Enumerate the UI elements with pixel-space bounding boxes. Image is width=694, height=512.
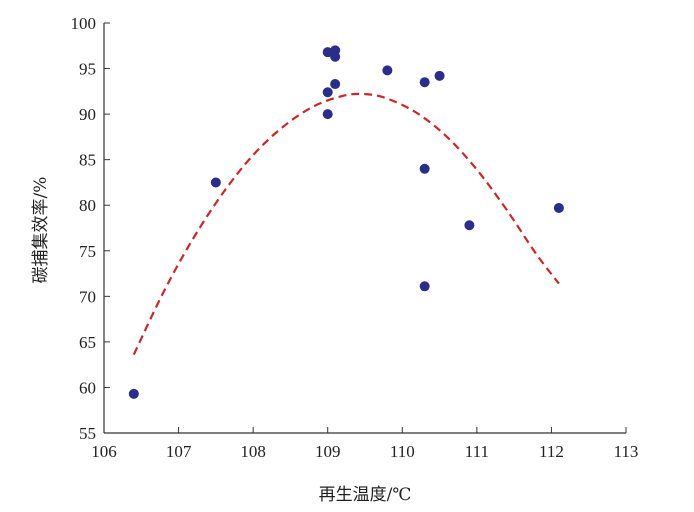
y-tick-label: 65 <box>79 333 96 352</box>
y-tick-label: 70 <box>79 287 96 306</box>
fit-curve-layer <box>132 92 560 356</box>
y-tick-label: 80 <box>79 196 96 215</box>
data-point <box>330 51 341 62</box>
y-axis-title: 碳捕集效率/% <box>31 177 51 284</box>
x-tick-label: 108 <box>240 442 266 461</box>
y-tick-label: 75 <box>79 242 96 261</box>
data-point <box>128 388 139 399</box>
x-tick-label: 110 <box>390 442 415 461</box>
y-tick-label: 90 <box>79 105 96 124</box>
data-point <box>330 79 341 90</box>
data-point <box>434 70 445 81</box>
axes <box>103 23 626 434</box>
data-point <box>210 177 221 188</box>
x-tick-label: 113 <box>614 442 639 461</box>
x-tick-label: 111 <box>465 442 489 461</box>
x-tick-label: 112 <box>539 442 564 461</box>
x-tick-label: 109 <box>315 442 341 461</box>
data-point <box>464 220 475 231</box>
data-point <box>553 202 564 213</box>
fit-curve <box>132 92 560 356</box>
data-point <box>322 109 333 120</box>
x-tick-label: 106 <box>91 442 117 461</box>
y-tick-label: 55 <box>79 424 96 443</box>
y-tick-label: 60 <box>79 378 96 397</box>
data-point <box>419 77 430 88</box>
data-point <box>419 163 430 174</box>
y-axis-ticks: 55 60 65 70 75 80 85 90 95 100 <box>71 14 110 443</box>
data-point <box>419 281 430 292</box>
data-point <box>382 65 393 76</box>
y-tick-label: 100 <box>71 14 97 33</box>
x-axis-title: 再生温度/℃ <box>319 485 412 505</box>
data-point <box>322 87 333 98</box>
x-tick-label: 107 <box>166 442 192 461</box>
y-tick-label: 85 <box>79 151 96 170</box>
data-points <box>128 45 564 399</box>
y-tick-label: 95 <box>79 60 96 79</box>
x-axis-ticks: 106 107 108 109 110 111 112 113 <box>91 427 638 461</box>
data-point <box>322 47 333 58</box>
